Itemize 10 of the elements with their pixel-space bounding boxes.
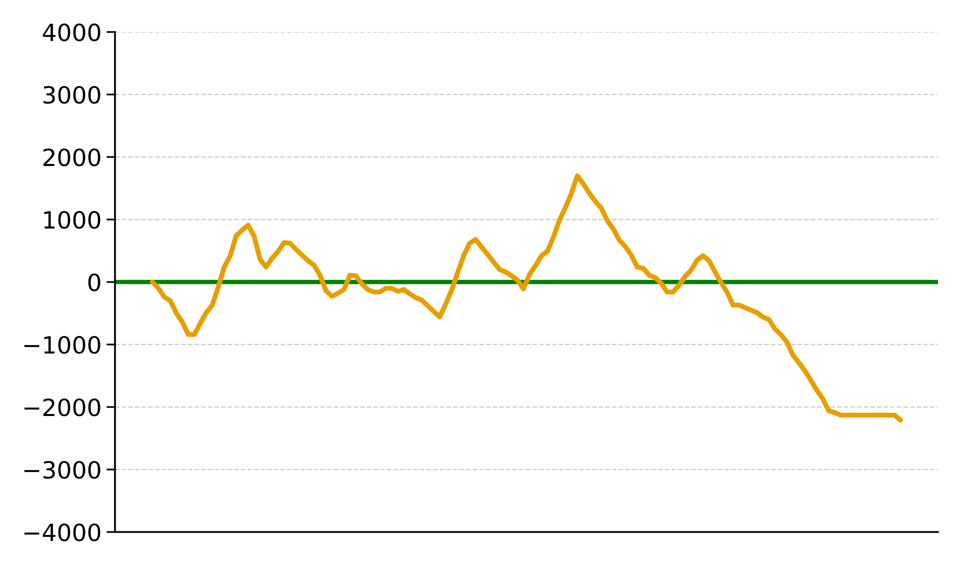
y-tick-label: 4000 bbox=[42, 23, 100, 42]
y-tick-label: −4000 bbox=[24, 523, 100, 542]
y-tick-label: 2000 bbox=[43, 148, 100, 166]
line-series bbox=[150, 173, 904, 423]
y-tick-label: −1000 bbox=[24, 336, 100, 354]
y-tick-label: 3000 bbox=[44, 86, 100, 104]
y-tick-label: −3000 bbox=[24, 460, 100, 479]
y-tick-label: 1000 bbox=[44, 210, 100, 229]
y-tick-label: 0 bbox=[88, 273, 100, 292]
y-tick-label: −2000 bbox=[24, 398, 100, 416]
